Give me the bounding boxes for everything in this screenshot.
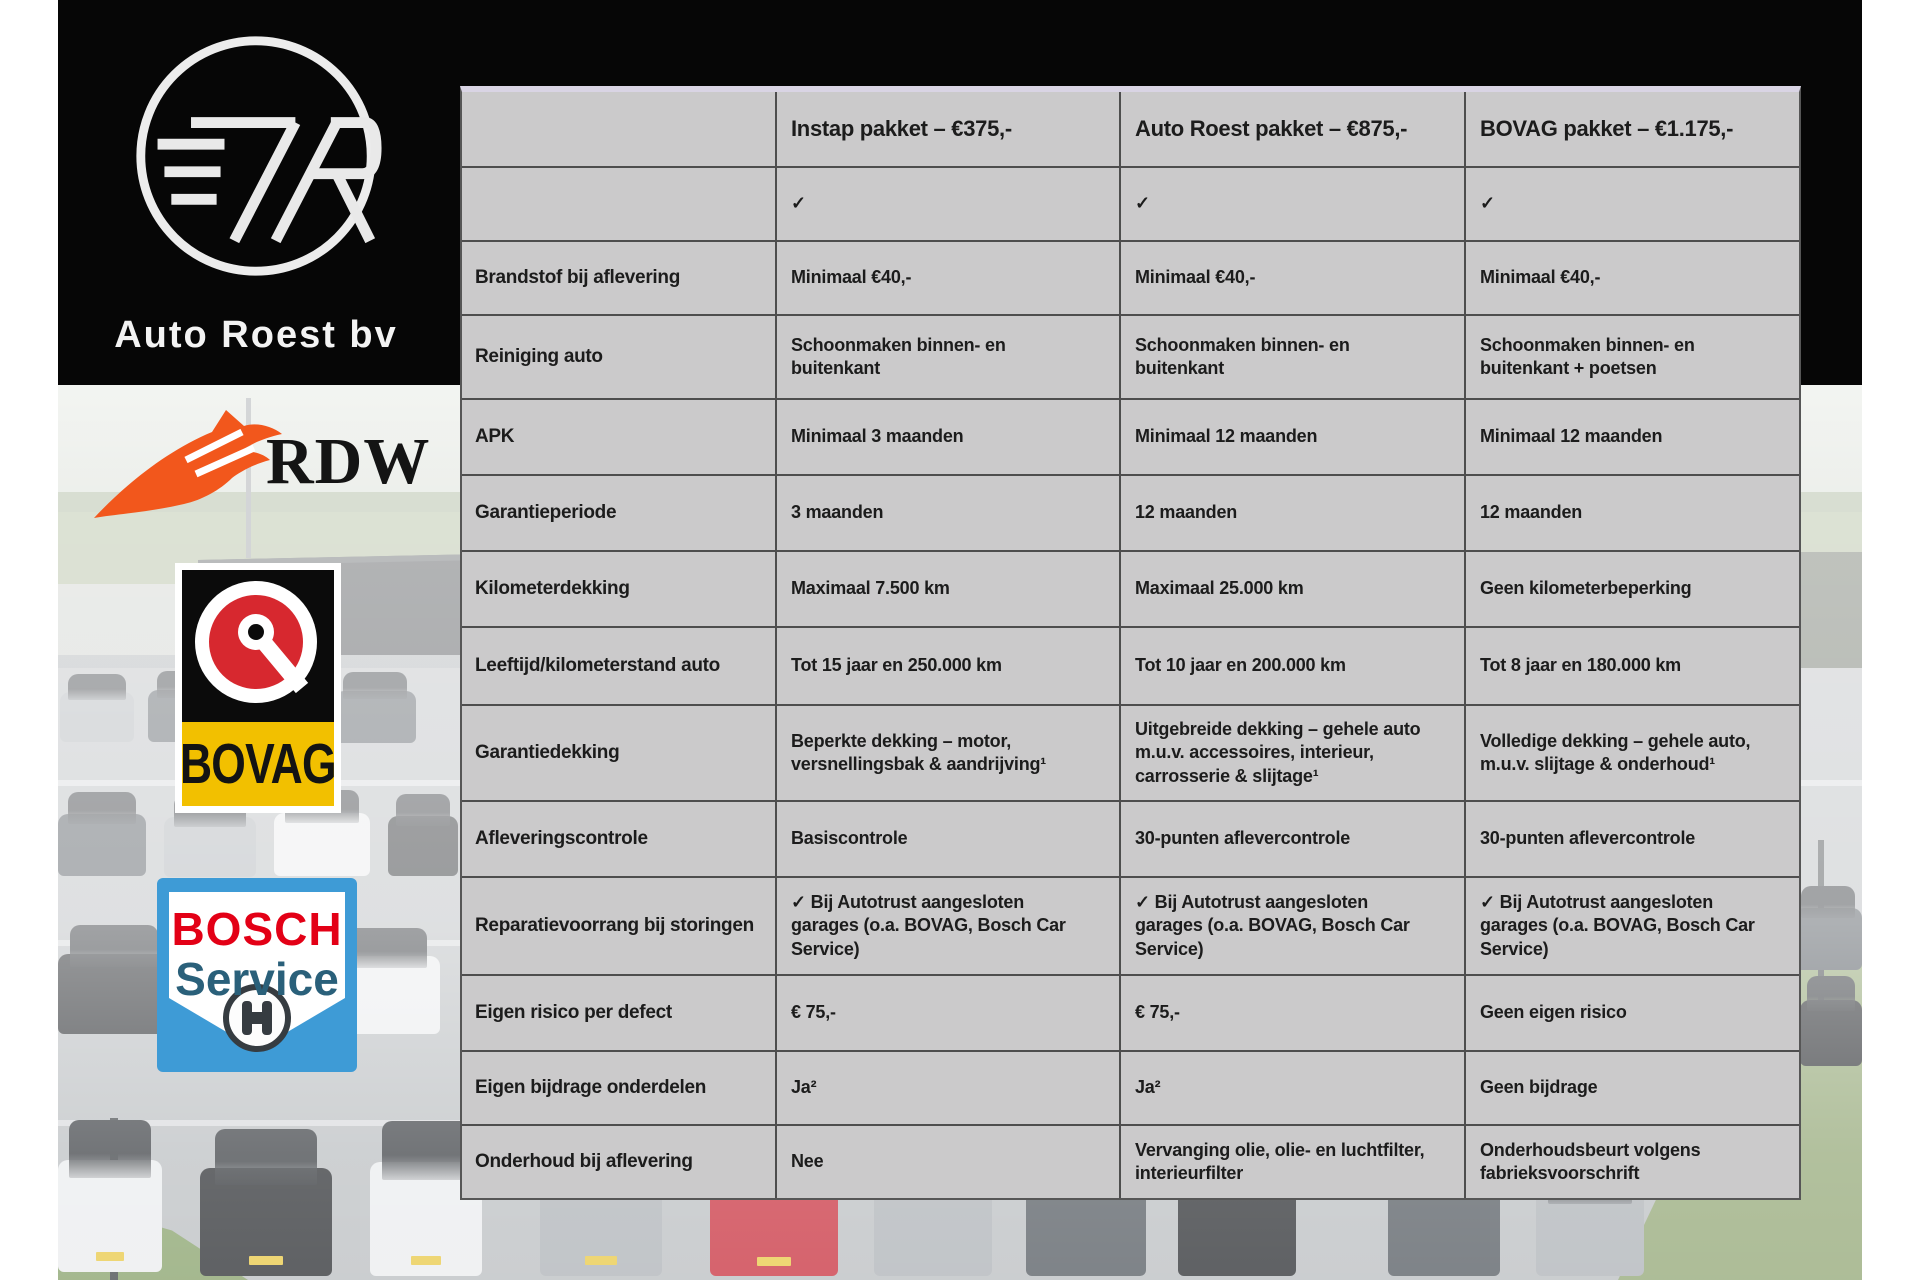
cell-value: 3 maanden <box>777 476 1121 552</box>
cell-value: Maximaal 7.500 km <box>777 552 1121 628</box>
row-label-brandstof: Brandstof bij aflevering <box>462 242 777 316</box>
row-label-reparatievoorrang: Reparatievoorrang bij storingen <box>462 878 777 976</box>
cell-value: 12 maanden <box>1466 476 1799 552</box>
column-header-bovag: BOVAG pakket – €1.175,- <box>1466 92 1799 168</box>
row-label-reiniging: Reiniging auto <box>462 316 777 400</box>
cell-value: Volledige dekking – gehele auto, m.u.v. … <box>1466 706 1799 802</box>
bovag-logo: BOVAG <box>175 563 341 813</box>
bosch-service-logo: BOSCH Service <box>157 878 357 1072</box>
cell-value: Vervanging olie, olie- en luchtfilter, i… <box>1121 1126 1466 1198</box>
row-label-garantiedekking: Garantiedekking <box>462 706 777 802</box>
cell-value-checkmark: ✓ <box>777 168 1121 242</box>
row-label-onderhoud: Onderhoud bij aflevering <box>462 1126 777 1198</box>
rdw-swoosh-icon <box>94 410 282 518</box>
cell-value-checkmark: ✓ <box>1466 168 1799 242</box>
cell-value: Geen kilometerbeperking <box>1466 552 1799 628</box>
column-header-auto-roest: Auto Roest pakket – €875,- <box>1121 92 1466 168</box>
bosch-wordmark: BOSCH <box>171 903 343 955</box>
row-label-kilometerdekking: Kilometerdekking <box>462 552 777 628</box>
package-comparison-table: Instap pakket – €375,- Auto Roest pakket… <box>460 86 1801 1200</box>
cell-value: Schoonmaken binnen- en buitenkant <box>1121 316 1466 400</box>
bosch-service-label: Service <box>175 953 339 1005</box>
cell-value: € 75,- <box>777 976 1121 1052</box>
row-label-leeftijd: Leeftijd/kilometerstand auto <box>462 628 777 706</box>
row-label-apk: APK <box>462 400 777 476</box>
cell-value: Ja² <box>1121 1052 1466 1126</box>
cell-value: Schoonmaken binnen- en buitenkant <box>777 316 1121 400</box>
cell-value: Beperkte dekking – motor, versnellingsba… <box>777 706 1121 802</box>
bovag-yellow-band: BOVAG <box>180 722 337 806</box>
row-label-eigen-risico: Eigen risico per defect <box>462 976 777 1052</box>
cell-value: Schoonmaken binnen- en buitenkant + poet… <box>1466 316 1799 400</box>
cell-value: Maximaal 25.000 km <box>1121 552 1466 628</box>
rdw-logo: RDW <box>88 406 429 522</box>
rdw-wordmark: RDW <box>266 425 431 498</box>
cell-value: Nee <box>777 1126 1121 1198</box>
cell-value: Tot 10 jaar en 200.000 km <box>1121 628 1466 706</box>
cell-value: Tot 8 jaar en 180.000 km <box>1466 628 1799 706</box>
cell-value: Uitgebreide dekking – gehele auto m.u.v.… <box>1121 706 1466 802</box>
column-header-empty <box>462 92 777 168</box>
cell-value: Minimaal €40,- <box>777 242 1121 316</box>
cell-value: 30-punten aflevercontrole <box>1121 802 1466 878</box>
cell-value: Minimaal 3 maanden <box>777 400 1121 476</box>
cell-value: Basiscontrole <box>777 802 1121 878</box>
cell-value: 30-punten aflevercontrole <box>1466 802 1799 878</box>
cell-value-checkmark: ✓ <box>1121 168 1466 242</box>
cell-value: € 75,- <box>1121 976 1466 1052</box>
row-label-eigen-bijdrage: Eigen bijdrage onderdelen <box>462 1052 777 1126</box>
cell-value: 12 maanden <box>1121 476 1466 552</box>
cell-value: Tot 15 jaar en 250.000 km <box>777 628 1121 706</box>
bovag-wordmark: BOVAG <box>180 732 337 796</box>
auto-roest-monogram-icon <box>136 36 382 276</box>
cell-value: Onderhoudsbeurt volgens fabrieksvoorschr… <box>1480 1139 1701 1183</box>
cell-value: Minimaal 12 maanden <box>1466 400 1799 476</box>
brand-name: Auto Roest bv <box>114 314 398 356</box>
row-label-garantieperiode: Garantieperiode <box>462 476 777 552</box>
cell-value: Geen eigen risico <box>1466 976 1799 1052</box>
cell-value: ✓ Bij Autotrust aangesloten garages (o.a… <box>1466 878 1799 976</box>
cell-value: Ja² <box>777 1052 1121 1126</box>
column-header-instap: Instap pakket – €375,- <box>777 92 1121 168</box>
cell-value: Minimaal 12 maanden <box>1121 400 1466 476</box>
cell-value: Minimaal €40,- <box>1466 242 1799 316</box>
bosch-emblem-icon <box>157 878 357 1072</box>
cell-value: Minimaal €40,- <box>1121 242 1466 316</box>
row-label-afleveringscontrole: Afleveringscontrole <box>462 802 777 878</box>
cell-value: Geen bijdrage <box>1466 1052 1799 1126</box>
bovag-mark-icon <box>182 570 334 722</box>
row-label <box>462 168 777 242</box>
cell-value: ✓ Bij Autotrust aangesloten garages (o.a… <box>1121 878 1466 976</box>
cell-value: ✓ Bij Autotrust aangesloten garages (o.a… <box>777 878 1121 976</box>
